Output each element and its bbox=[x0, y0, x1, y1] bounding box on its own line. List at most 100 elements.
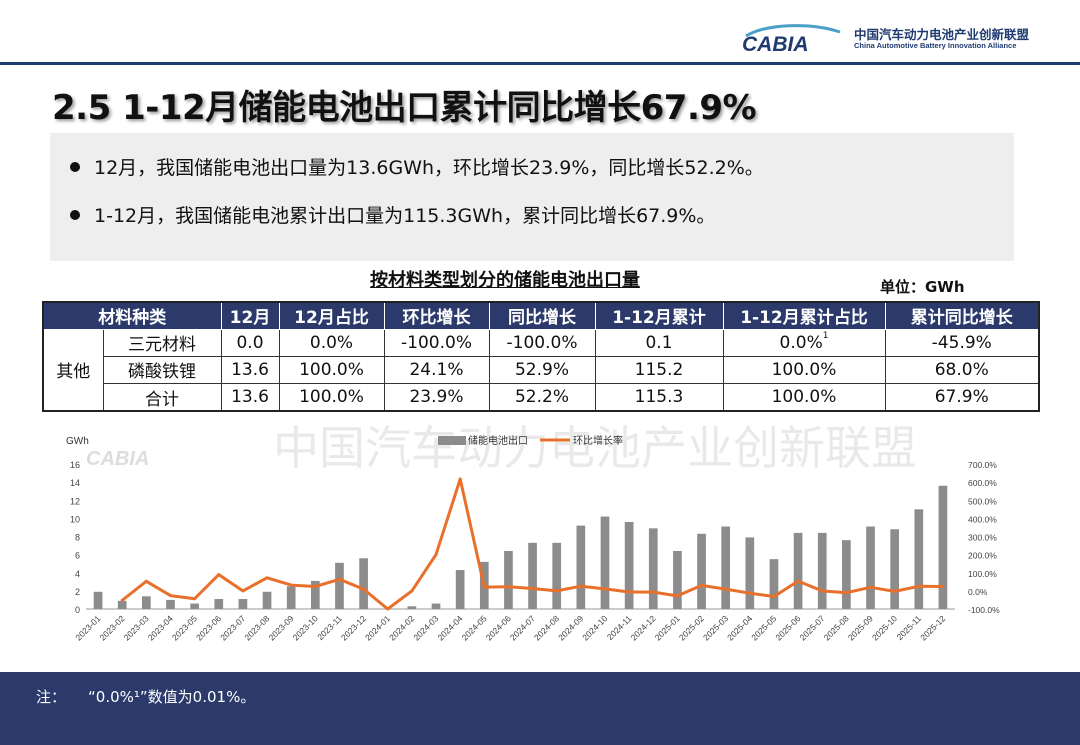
bar-2025-08 bbox=[842, 540, 851, 609]
mom-point-2024-09 bbox=[579, 584, 583, 588]
bar-2025-05 bbox=[769, 559, 779, 609]
cell-value: 100.0% bbox=[771, 359, 837, 380]
cell-value: -100.0% bbox=[506, 332, 578, 353]
legend-bar-swatch bbox=[438, 436, 466, 445]
y-left-tick-label: 0 bbox=[75, 605, 80, 615]
x-tick-label: 2023-09 bbox=[266, 613, 295, 642]
bar-2024-10 bbox=[600, 516, 610, 609]
y-left-tick-label: 10 bbox=[70, 514, 80, 524]
bullet-dot-icon bbox=[70, 161, 80, 172]
x-tick-label: 2025-01 bbox=[653, 613, 682, 642]
mom-point-2023-05 bbox=[193, 597, 197, 601]
material-name: 三元材料 bbox=[102, 328, 222, 357]
table-cell: 100.0% bbox=[278, 355, 385, 385]
bar-2023-08 bbox=[262, 591, 272, 609]
summary-bullet-1: 12月，我国储能电池出口量为13.6GWh，环比增长23.9%，同比增长52.2… bbox=[70, 153, 764, 180]
cell-value: 100.0% bbox=[299, 359, 364, 380]
cell-value: 100.0% bbox=[771, 387, 837, 408]
bar-2024-03 bbox=[431, 603, 441, 609]
summary-text-2: 1-12月，我国储能电池累计出口量为115.3GWh，累计同比增长67.9%。 bbox=[94, 205, 716, 227]
x-tick-label: 2024-09 bbox=[556, 613, 585, 642]
mom-point-2024-11 bbox=[627, 590, 631, 594]
y-right-tick-label: 700.0% bbox=[968, 460, 997, 470]
cell-value: 0.0% bbox=[309, 332, 354, 353]
cabia-logo-icon: CABIA bbox=[742, 24, 841, 54]
material-name: 合计 bbox=[102, 383, 222, 412]
table-cell: 52.9% bbox=[488, 355, 596, 385]
table-unit: 单位：GWh bbox=[880, 278, 965, 296]
mom-point-2024-07 bbox=[531, 587, 535, 591]
x-tick-label: 2023-10 bbox=[291, 613, 320, 642]
footnote: 注： “0.0%¹”数值为0.01%。 bbox=[36, 686, 277, 707]
bar-2025-07 bbox=[817, 532, 827, 609]
bar-2023-11 bbox=[335, 562, 344, 609]
cell-value: 0.1 bbox=[645, 332, 673, 353]
cell-value: 0.0% bbox=[779, 332, 823, 353]
mom-point-2025-04 bbox=[748, 591, 752, 595]
legend-bar-label: 储能电池出口 bbox=[468, 434, 528, 447]
table-cell: 0.0 bbox=[220, 328, 280, 357]
cell-value: 68.0% bbox=[934, 359, 989, 380]
cabia-logo: CABIA 中国汽车动力电池产业创新联盟 China Automotive Ba… bbox=[740, 18, 1080, 58]
mom-point-2023-12 bbox=[362, 587, 366, 591]
y-left-tick-label: 16 bbox=[70, 460, 80, 470]
x-tick-label: 2025-11 bbox=[895, 613, 924, 642]
table-cell: 100.0% bbox=[278, 383, 385, 412]
cell-value: -45.9% bbox=[931, 332, 992, 353]
table-cell: 13.6 bbox=[220, 383, 280, 412]
x-tick-label: 2023-06 bbox=[194, 613, 223, 642]
bar-2025-12 bbox=[938, 485, 948, 609]
header-divider bbox=[0, 62, 1080, 65]
group-label: 其他 bbox=[42, 328, 104, 412]
mom-point-2023-02 bbox=[120, 598, 124, 602]
legend-line-label: 环比增长率 bbox=[573, 434, 623, 447]
x-tick-label: 2025-05 bbox=[749, 613, 778, 642]
y-left-tick-label: 8 bbox=[75, 533, 80, 543]
table-cell: 24.1% bbox=[383, 355, 490, 385]
y-right-tick-label: 400.0% bbox=[968, 514, 997, 524]
x-tick-label: 2024-11 bbox=[605, 613, 634, 642]
header-dec-share: 12月占比 bbox=[278, 301, 385, 330]
bar-2023-12 bbox=[359, 558, 368, 609]
watermark-text: 中国汽车动力电池产业创新联盟 bbox=[273, 421, 917, 475]
bar-2024-04 bbox=[455, 570, 465, 609]
bar-2025-10 bbox=[890, 529, 899, 609]
x-tick-label: 2024-06 bbox=[484, 613, 513, 642]
bar-2023-07 bbox=[238, 599, 248, 609]
x-tick-label: 2024-12 bbox=[629, 613, 658, 642]
mom-point-2023-11 bbox=[337, 577, 341, 581]
table-header-row: 材料种类 12月 12月占比 环比增长 同比增长 1-12月累计 1-12月累计… bbox=[42, 301, 1040, 330]
material-name: 磷酸铁锂 bbox=[102, 355, 222, 385]
table-cell: 52.2% bbox=[488, 383, 596, 412]
cell-value: 13.6 bbox=[231, 359, 269, 380]
table-cell: 100.0% bbox=[722, 355, 886, 385]
y-left-tick-label: 14 bbox=[70, 478, 80, 488]
mom-point-2025-02 bbox=[700, 583, 704, 587]
mom-point-2023-08 bbox=[265, 576, 269, 580]
mom-point-2025-05 bbox=[772, 594, 776, 598]
bar-2024-12 bbox=[648, 528, 658, 609]
header-ytd: 1-12月累计 bbox=[594, 301, 724, 330]
mom-point-2023-07 bbox=[241, 589, 245, 593]
footer-bar bbox=[0, 672, 1080, 745]
mom-point-2024-12 bbox=[651, 590, 655, 594]
y-right-tick-label: 300.0% bbox=[968, 533, 997, 543]
bar-2024-09 bbox=[576, 525, 586, 609]
cell-value: 115.3 bbox=[634, 387, 684, 408]
mom-point-2025-09 bbox=[869, 585, 873, 589]
header-ytd-yoy: 累计同比增长 bbox=[884, 301, 1040, 330]
table-cell: 115.3 bbox=[594, 383, 724, 412]
mom-point-2024-08 bbox=[555, 589, 559, 593]
mom-point-2023-10 bbox=[313, 585, 317, 589]
x-tick-label: 2023-12 bbox=[339, 613, 368, 642]
bar-2024-07 bbox=[528, 542, 537, 609]
x-tick-label: 2025-10 bbox=[870, 613, 899, 642]
x-tick-label: 2025-06 bbox=[773, 613, 802, 642]
bar-2023-03 bbox=[142, 596, 151, 609]
bar-2023-02 bbox=[117, 600, 127, 609]
x-tick-label: 2025-03 bbox=[701, 613, 730, 642]
footnote-label: 注： bbox=[36, 688, 67, 706]
y-left-tick-label: 4 bbox=[75, 569, 80, 579]
mom-point-2025-06 bbox=[796, 579, 800, 583]
